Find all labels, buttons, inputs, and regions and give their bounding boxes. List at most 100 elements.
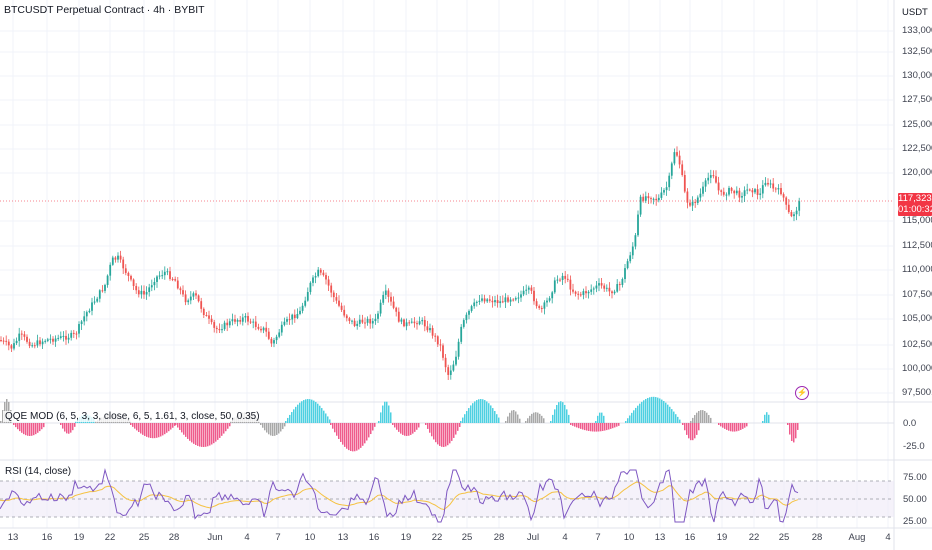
candle-body [650, 198, 652, 200]
rsi-indicator-label[interactable]: RSI (14, close) [3, 466, 74, 477]
qqe-bar [494, 411, 496, 423]
rsi-line [0, 468, 799, 523]
qqe-bar [374, 423, 376, 427]
qqe-bar [447, 423, 449, 446]
candle-body [148, 287, 151, 293]
qqe-bar [327, 416, 329, 423]
qqe-bar [468, 408, 470, 423]
candle-body [189, 296, 192, 301]
candle-body [299, 310, 301, 314]
candle-body [673, 152, 676, 164]
currency-label[interactable]: USDT [902, 7, 928, 18]
qqe-bar [382, 405, 384, 423]
qqe-bar [736, 423, 738, 432]
qqe-bar [398, 423, 400, 432]
candle-body [137, 290, 140, 295]
candle-body [7, 341, 10, 346]
qqe-bar [201, 423, 203, 447]
candle-body [210, 318, 213, 323]
candle-body [371, 321, 374, 324]
time-tick-label: 4 [244, 532, 250, 543]
qqe-bar [604, 423, 606, 431]
price-tick-label: 97,500.0 [902, 387, 932, 398]
qqe-bar [696, 412, 698, 423]
candle-body [312, 277, 314, 283]
candle-body [26, 336, 28, 342]
candle-body [452, 364, 455, 371]
qqe-bar [537, 412, 539, 423]
candle-body [449, 370, 452, 375]
candle-body [117, 255, 119, 260]
qqe-bar [344, 423, 346, 447]
candle-body [348, 318, 351, 321]
qqe-bar [453, 423, 455, 438]
qqe-indicator-label[interactable]: QQE MOD (6, 5, 3, 3, close, 6, 5, 1.61, … [3, 411, 262, 422]
price-tick-label: 127,500.0 [902, 94, 932, 105]
qqe-bar [366, 423, 368, 441]
qqe-bar [408, 423, 410, 436]
candle-body [130, 275, 132, 280]
qqe-bar [665, 402, 667, 423]
chart-title: BTCUSDT Perpetual Contract · 4h · BYBIT [4, 4, 205, 16]
qqe-bar [451, 423, 453, 441]
candle-body [540, 307, 543, 309]
qqe-bar [505, 421, 507, 423]
candle-body [405, 322, 408, 327]
candle-body [741, 196, 743, 198]
qqe-bar [661, 399, 663, 423]
candle-body [275, 336, 278, 341]
qqe-bar [618, 423, 620, 426]
qqe-bar [700, 410, 702, 423]
candle-body [582, 291, 585, 296]
qqe-bar [649, 397, 651, 423]
candle-body [564, 275, 567, 279]
candle-body [377, 313, 379, 319]
candle-body [616, 284, 619, 292]
candle-body [657, 197, 660, 201]
qqe-bar [511, 410, 513, 423]
candle-body [291, 314, 294, 320]
candle-body [478, 300, 481, 302]
qqe-bar [455, 423, 457, 435]
rsi-ma-line [0, 481, 799, 511]
qqe-bar [647, 397, 649, 423]
qqe-bar [291, 412, 293, 423]
qqe-bar [627, 418, 629, 423]
qqe-bar [441, 423, 443, 447]
qqe-bar [464, 414, 466, 423]
qqe-bar [698, 410, 700, 423]
qqe-bar [187, 423, 189, 439]
candle-body [10, 345, 13, 349]
candle-body [483, 298, 486, 302]
candle-body [197, 295, 200, 302]
qqe-bar [0, 421, 2, 423]
qqe-bar [293, 409, 295, 423]
lightning-alert-icon[interactable]: ⚡ [795, 386, 809, 400]
qqe-bar [195, 423, 197, 446]
qqe-bar [482, 399, 484, 423]
candle-body [455, 356, 457, 365]
qqe-bar [690, 421, 692, 423]
qqe-bar [564, 404, 566, 423]
candle-body [660, 192, 663, 198]
qqe-bar [136, 423, 138, 431]
time-tick-label: 28 [168, 532, 180, 543]
qqe-bar [203, 423, 205, 447]
candle-body [278, 332, 281, 337]
candle-body [592, 288, 595, 290]
countdown-timer: 01:00:32 [898, 204, 932, 215]
qqe-bar [27, 423, 29, 436]
qqe-bar [580, 423, 582, 429]
candle-body [293, 314, 296, 319]
qqe-bar [207, 423, 209, 447]
qqe-bar [197, 423, 199, 446]
qqe-bar [177, 423, 179, 428]
candle-body [481, 298, 483, 301]
candle-body [624, 268, 626, 280]
candle-body [611, 291, 613, 294]
qqe-bar [474, 401, 476, 423]
candle-body [13, 343, 15, 349]
qqe-bar [612, 423, 614, 429]
